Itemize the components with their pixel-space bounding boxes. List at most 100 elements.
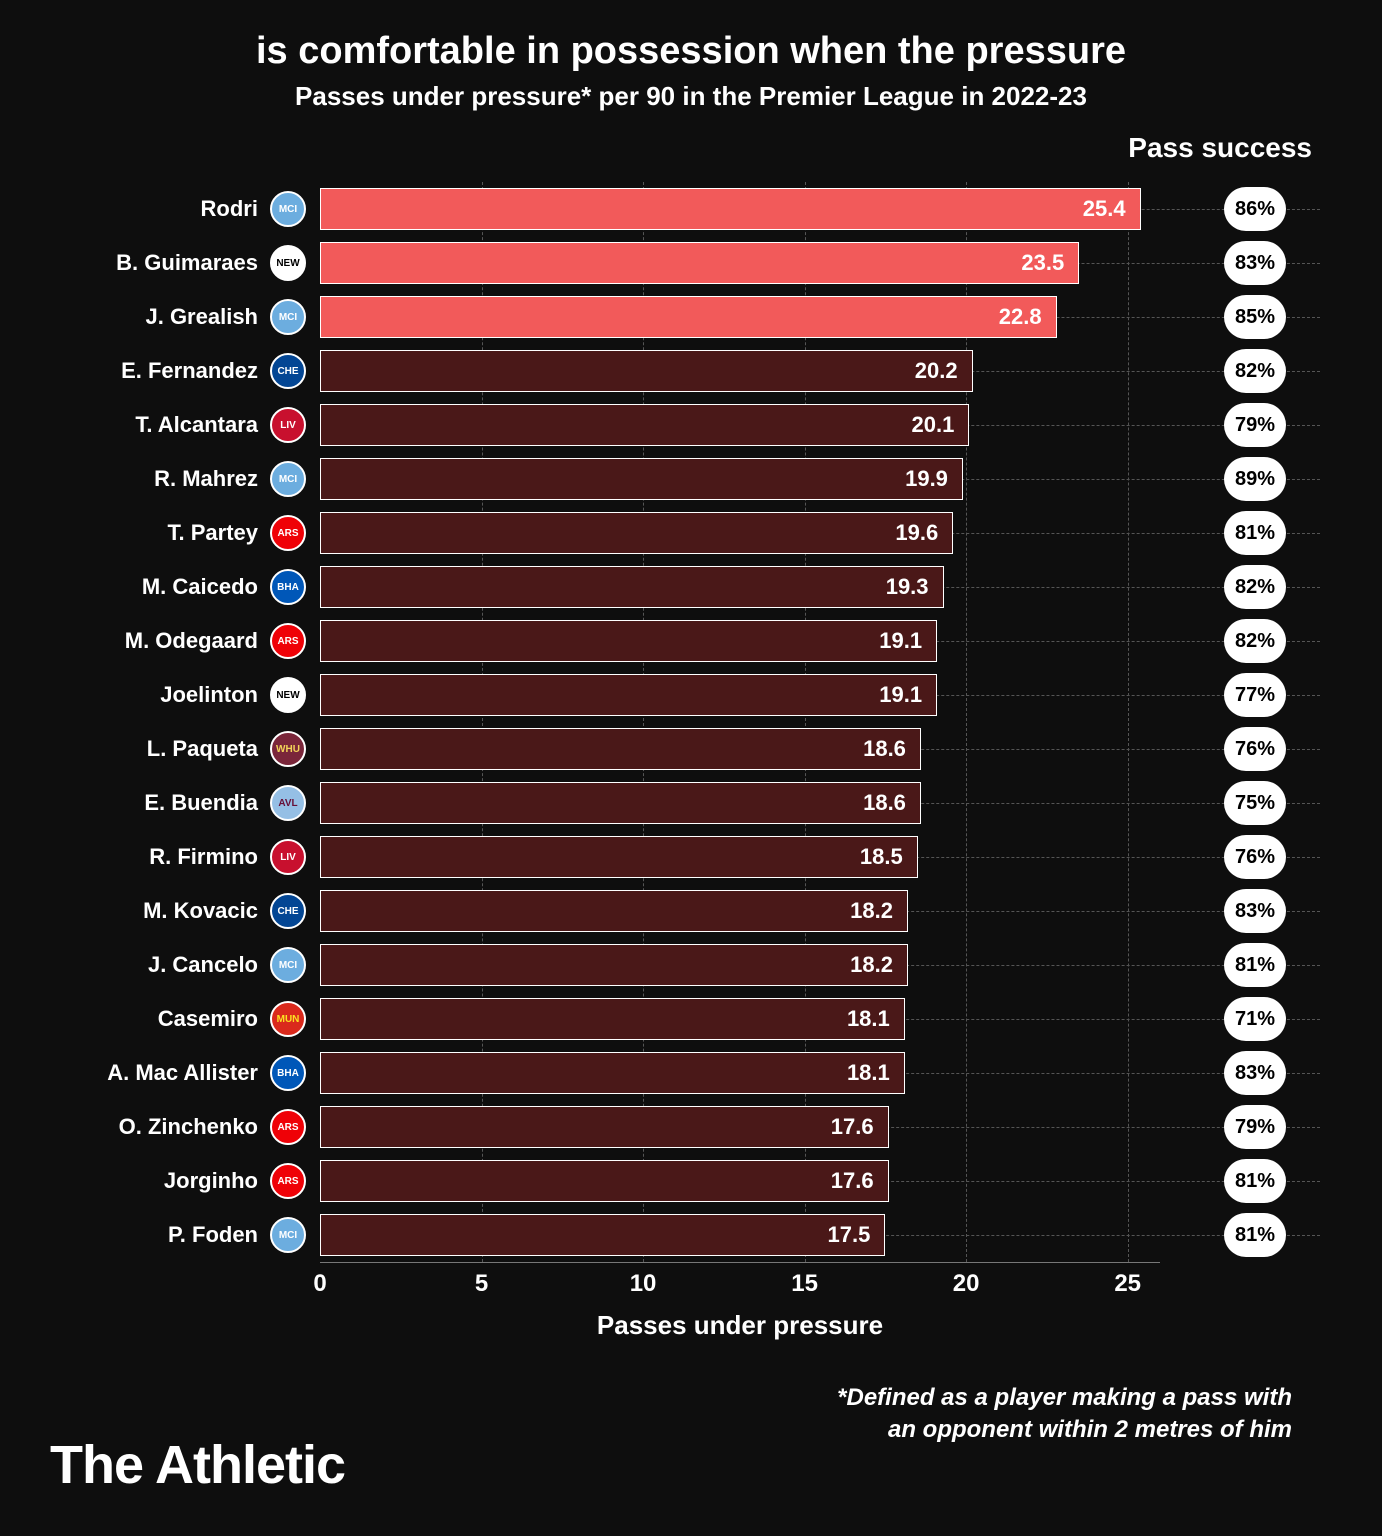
bar: 18.2	[320, 944, 908, 986]
bar-row: E. BuendiaAVL18.675%	[70, 776, 1312, 830]
bar-row: M. KovacicCHE18.283%	[70, 884, 1312, 938]
bar-row: J. CanceloMCI18.281%	[70, 938, 1312, 992]
bar-area: 18.6	[320, 776, 1312, 830]
bar-area: 18.1	[320, 992, 1312, 1046]
player-name: Rodri	[70, 196, 270, 222]
player-name: M. Caicedo	[70, 574, 270, 600]
player-name: L. Paqueta	[70, 736, 270, 762]
x-tick: 15	[791, 1270, 818, 1298]
bar: 17.6	[320, 1160, 889, 1202]
player-name: J. Grealish	[70, 304, 270, 330]
team-badge: MCI	[270, 947, 306, 983]
bar-row: M. OdegaardARS 19.182%	[70, 614, 1312, 668]
player-name: M. Odegaard	[70, 628, 270, 654]
bar-area: 18.6	[320, 722, 1312, 776]
pass-success-pill: 79%	[1224, 403, 1286, 447]
bar-area: 20.1	[320, 398, 1312, 452]
bar-area: 19.1	[320, 614, 1312, 668]
bar-row: RodriMCI 25.4 86%	[70, 182, 1312, 236]
pass-success-pill: 76%	[1224, 835, 1286, 879]
team-badge: MCI	[270, 461, 306, 497]
player-name: O. Zinchenko	[70, 1114, 270, 1140]
pass-success-pill: 79%	[1224, 1105, 1286, 1149]
team-badge: NEW	[270, 245, 306, 281]
x-tick: 10	[630, 1270, 657, 1298]
x-axis: Passes under pressure 0510152025	[320, 1262, 1160, 1322]
team-badge: BHA	[270, 1055, 306, 1091]
bar-row: JorginhoARS 17.6 81%	[70, 1154, 1312, 1208]
bar: 17.6	[320, 1106, 889, 1148]
bar-row: E. FernandezCHE20.282%	[70, 344, 1312, 398]
team-badge: ARS	[270, 1163, 306, 1199]
player-name: B. Guimaraes	[70, 250, 270, 276]
bar-row: T. ParteyARS19.681%	[70, 506, 1312, 560]
pass-success-pill: 77%	[1224, 673, 1286, 717]
team-badge: BHA	[270, 569, 306, 605]
x-tick: 0	[313, 1270, 326, 1298]
pass-success-pill: 75%	[1224, 781, 1286, 825]
pass-success-pill: 76%	[1224, 727, 1286, 771]
team-badge: CHE	[270, 893, 306, 929]
player-name: T. Partey	[70, 520, 270, 546]
bar: 19.1	[320, 674, 937, 716]
bar-row: T. AlcantaraLIV20.179%	[70, 398, 1312, 452]
team-badge: AVL	[270, 785, 306, 821]
pass-success-pill: 86%	[1224, 187, 1286, 231]
footnote-line-2: an opponent within 2 metres of him	[888, 1416, 1292, 1443]
bar: 18.2	[320, 890, 908, 932]
bar: 18.6	[320, 728, 921, 770]
pass-success-pill: 85%	[1224, 295, 1286, 339]
team-badge: MCI	[270, 1217, 306, 1253]
chart-container: Pass success RodriMCI25.486%B. Guimaraes…	[70, 142, 1312, 1322]
player-name: Jorginho	[70, 1168, 270, 1194]
bar: 25.4	[320, 188, 1141, 230]
bar-area: 17.6	[320, 1154, 1312, 1208]
player-name: R. Firmino	[70, 844, 270, 870]
bar-area: 18.1	[320, 1046, 1312, 1100]
bar-area: 17.6	[320, 1100, 1312, 1154]
bar-area: 22.8	[320, 290, 1312, 344]
chart-title: is comfortable in possession when the pr…	[50, 30, 1332, 73]
player-name: J. Cancelo	[70, 952, 270, 978]
player-name: E. Fernandez	[70, 358, 270, 384]
bar-rows: RodriMCI25.486%B. GuimaraesNEW23.583%J. …	[70, 142, 1312, 1262]
player-name: Casemiro	[70, 1006, 270, 1032]
player-name: P. Foden	[70, 1222, 270, 1248]
bar-area: 18.2	[320, 938, 1312, 992]
team-badge: MCI	[270, 299, 306, 335]
bar: 18.5	[320, 836, 918, 878]
bar: 19.3	[320, 566, 944, 608]
bar: 20.1	[320, 404, 969, 446]
pass-success-pill: 71%	[1224, 997, 1286, 1041]
x-tick: 25	[1114, 1270, 1141, 1298]
bar-area: 18.5	[320, 830, 1312, 884]
bar-area: 20.2	[320, 344, 1312, 398]
bar: 19.9	[320, 458, 963, 500]
bar: 23.5	[320, 242, 1079, 284]
pass-success-pill: 83%	[1224, 889, 1286, 933]
bar-row: J. GrealishMCI 22.8 85%	[70, 290, 1312, 344]
team-badge: WHU	[270, 731, 306, 767]
team-badge: ARS	[270, 1109, 306, 1145]
team-badge: ARS	[270, 515, 306, 551]
bar: 22.8	[320, 296, 1057, 338]
bar: 18.1	[320, 998, 905, 1040]
bar-area: 25.4	[320, 182, 1312, 236]
bar-area: 19.1	[320, 668, 1312, 722]
pass-success-pill: 82%	[1224, 619, 1286, 663]
pass-success-pill: 81%	[1224, 1159, 1286, 1203]
pass-success-pill: 81%	[1224, 1213, 1286, 1257]
team-badge: MCI	[270, 191, 306, 227]
team-badge: ARS	[270, 623, 306, 659]
bar: 18.6	[320, 782, 921, 824]
player-name: R. Mahrez	[70, 466, 270, 492]
player-name: Joelinton	[70, 682, 270, 708]
bar-row: JoelintonNEW 19.1 77%	[70, 668, 1312, 722]
team-badge: NEW	[270, 677, 306, 713]
bar-area: 19.9	[320, 452, 1312, 506]
player-name: A. Mac Allister	[70, 1060, 270, 1086]
footnote-line-1: *Defined as a player making a pass with	[837, 1384, 1292, 1411]
pass-success-pill: 83%	[1224, 1051, 1286, 1095]
team-badge: MUN	[270, 1001, 306, 1037]
bar-row: CasemiroMUN 18.1 71%	[70, 992, 1312, 1046]
